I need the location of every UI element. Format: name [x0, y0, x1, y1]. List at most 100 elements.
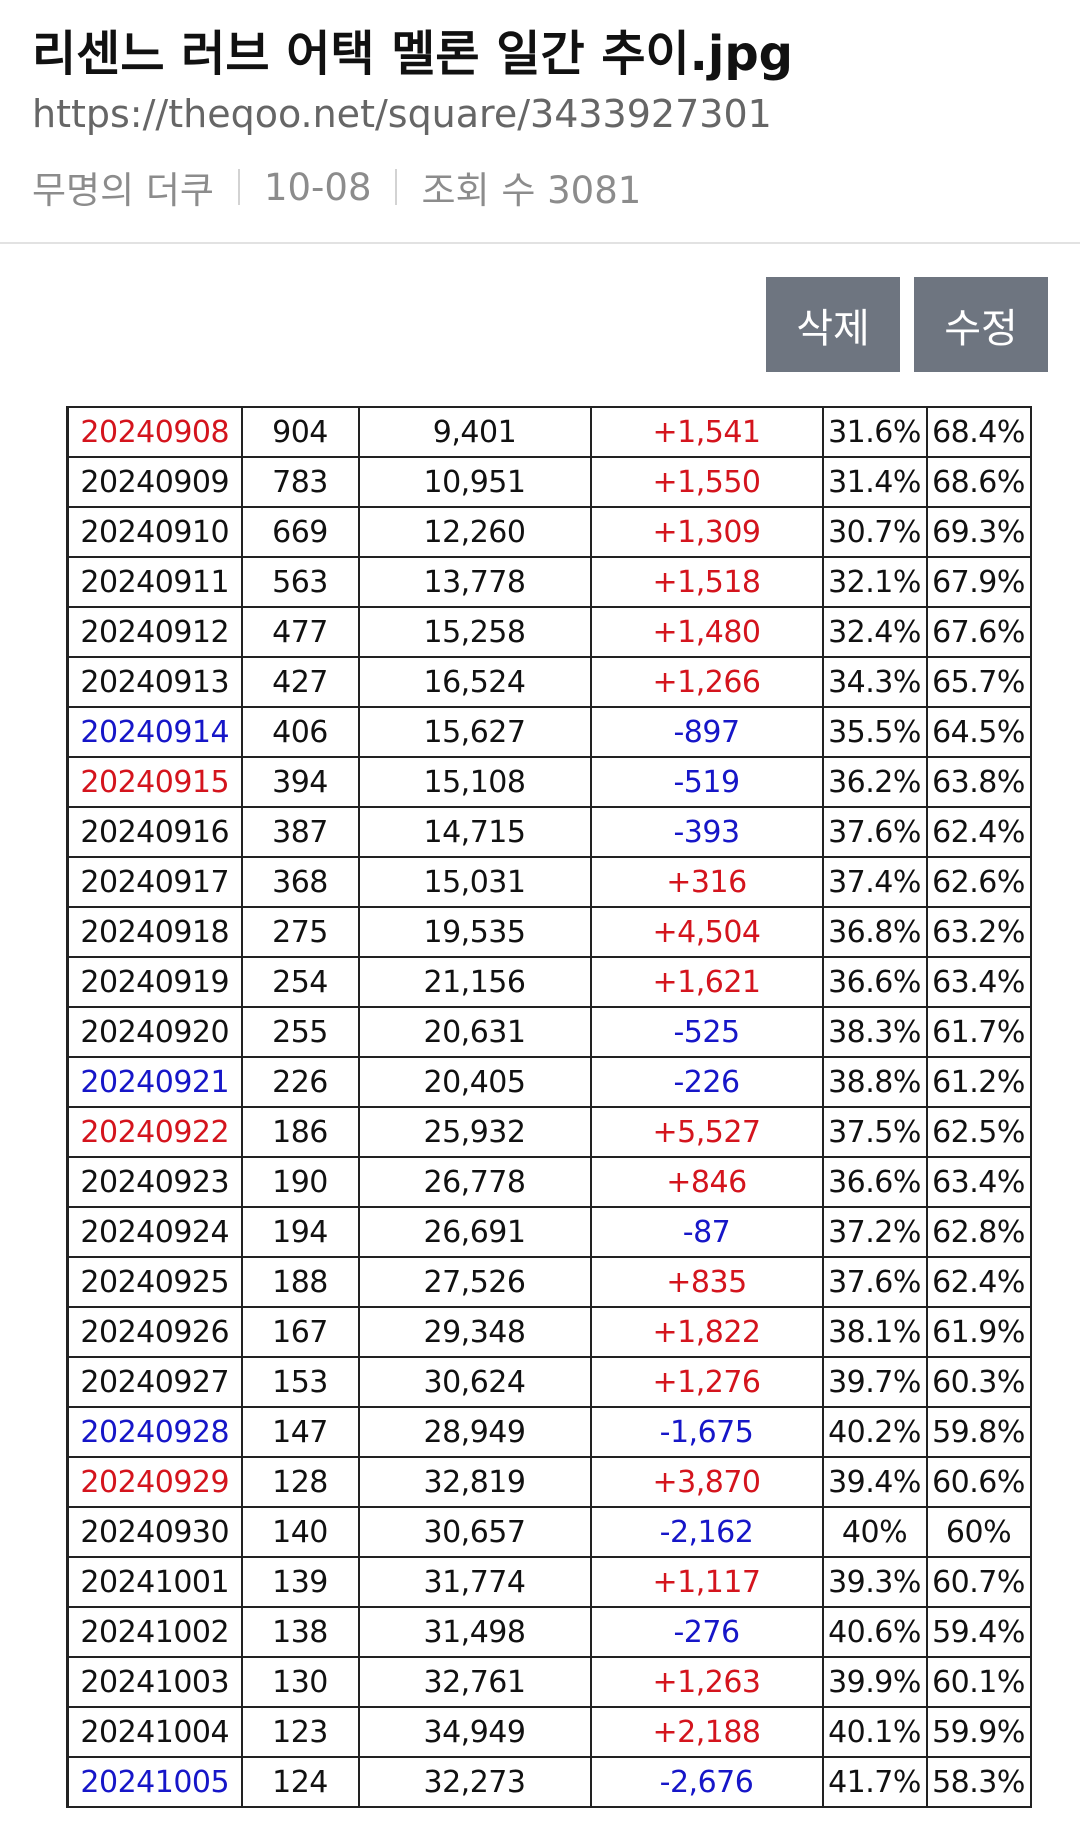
listeners-cell: 21,156	[357, 956, 592, 1008]
percent-a-cell: 39.9%	[821, 1656, 928, 1708]
percent-a-cell: 31.4%	[821, 456, 928, 508]
table-row: 20240928 147 28,949 -1,675 40.2% 59.8%	[66, 1406, 1032, 1458]
percent-a-cell: 37.2%	[821, 1206, 928, 1258]
percent-a-cell: 37.6%	[821, 1256, 928, 1308]
rank-cell: 186	[240, 1106, 360, 1158]
percent-a-cell: 34.3%	[821, 656, 928, 708]
percent-a-cell: 35.5%	[821, 706, 928, 758]
percent-a-cell: 39.3%	[821, 1556, 928, 1608]
date-cell: 20240927	[66, 1356, 243, 1408]
percent-b-cell: 62.8%	[925, 1206, 1032, 1258]
daily-trend-table: 20240908 904 9,401 +1,541 31.6% 68.4% 20240909…	[66, 406, 1032, 1808]
table-row: 20240908 904 9,401 +1,541 31.6% 68.4%	[66, 406, 1032, 458]
rank-cell: 783	[240, 456, 360, 508]
post-author: 무명의 더쿠	[32, 169, 214, 212]
table-row: 20240916 387 14,715 -393 37.6% 62.4%	[66, 806, 1032, 858]
meta-divider	[237, 169, 240, 205]
change-cell: +1,266	[589, 656, 824, 708]
percent-a-cell: 36.8%	[821, 906, 928, 958]
percent-b-cell: 67.6%	[925, 606, 1032, 658]
rank-cell: 194	[240, 1206, 360, 1258]
percent-b-cell: 68.6%	[925, 456, 1032, 508]
table-row: 20240926 167 29,348 +1,822 38.1% 61.9%	[66, 1306, 1032, 1358]
listeners-cell: 34,949	[357, 1706, 592, 1758]
listeners-cell: 15,108	[357, 756, 592, 808]
rank-cell: 188	[240, 1256, 360, 1308]
post-header: 리센느 러브 어택 멜론 일간 추이.jpg https://theqoo.ne…	[0, 0, 1080, 244]
percent-b-cell: 61.7%	[925, 1006, 1032, 1058]
listeners-cell: 27,526	[357, 1256, 592, 1308]
post-url-link[interactable]: https://theqoo.net/square/3433927301	[32, 92, 772, 136]
date-cell: 20240916	[66, 806, 243, 858]
change-cell: -276	[589, 1606, 824, 1658]
delete-button[interactable]: 삭제	[766, 277, 900, 372]
change-cell: +1,550	[589, 456, 824, 508]
table-row: 20240925 188 27,526 +835 37.6% 62.4%	[66, 1256, 1032, 1308]
listeners-cell: 15,258	[357, 606, 592, 658]
rank-cell: 254	[240, 956, 360, 1008]
edit-button[interactable]: 수정	[914, 277, 1048, 372]
rank-cell: 669	[240, 506, 360, 558]
table-body: 20240908 904 9,401 +1,541 31.6% 68.4% 20240909…	[66, 406, 1032, 1808]
table-row: 20241003 130 32,761 +1,263 39.9% 60.1%	[66, 1656, 1032, 1708]
change-cell: +2,188	[589, 1706, 824, 1758]
table-row: 20240920 255 20,631 -525 38.3% 61.7%	[66, 1006, 1032, 1058]
date-cell: 20240909	[66, 456, 243, 508]
date-cell: 20241001	[66, 1556, 243, 1608]
rank-cell: 139	[240, 1556, 360, 1608]
listeners-cell: 31,498	[357, 1606, 592, 1658]
percent-b-cell: 63.4%	[925, 956, 1032, 1008]
table-row: 20240929 128 32,819 +3,870 39.4% 60.6%	[66, 1456, 1032, 1508]
date-cell: 20240930	[66, 1506, 243, 1558]
table-row: 20240917 368 15,031 +316 37.4% 62.6%	[66, 856, 1032, 908]
change-cell: +1,480	[589, 606, 824, 658]
change-cell: -519	[589, 756, 824, 808]
percent-b-cell: 62.4%	[925, 806, 1032, 858]
percent-b-cell: 63.4%	[925, 1156, 1032, 1208]
percent-b-cell: 60.3%	[925, 1356, 1032, 1408]
date-cell: 20240919	[66, 956, 243, 1008]
table-row: 20240919 254 21,156 +1,621 36.6% 63.4%	[66, 956, 1032, 1008]
listeners-cell: 31,774	[357, 1556, 592, 1608]
table-row: 20240921 226 20,405 -226 38.8% 61.2%	[66, 1056, 1032, 1108]
table-row: 20240922 186 25,932 +5,527 37.5% 62.5%	[66, 1106, 1032, 1158]
listeners-cell: 29,348	[357, 1306, 592, 1358]
percent-b-cell: 60.1%	[925, 1656, 1032, 1708]
date-cell: 20240922	[66, 1106, 243, 1158]
change-cell: -393	[589, 806, 824, 858]
change-cell: +1,621	[589, 956, 824, 1008]
change-cell: +1,263	[589, 1656, 824, 1708]
listeners-cell: 12,260	[357, 506, 592, 558]
date-cell: 20240914	[66, 706, 243, 758]
percent-b-cell: 59.8%	[925, 1406, 1032, 1458]
listeners-cell: 28,949	[357, 1406, 592, 1458]
percent-b-cell: 63.8%	[925, 756, 1032, 808]
listeners-cell: 26,778	[357, 1156, 592, 1208]
percent-a-cell: 31.6%	[821, 406, 928, 458]
date-cell: 20241003	[66, 1656, 243, 1708]
change-cell: +5,527	[589, 1106, 824, 1158]
rank-cell: 275	[240, 906, 360, 958]
percent-a-cell: 40%	[821, 1506, 928, 1558]
date-cell: 20240926	[66, 1306, 243, 1358]
table-row: 20240930 140 30,657 -2,162 40% 60%	[66, 1506, 1032, 1558]
percent-b-cell: 63.2%	[925, 906, 1032, 958]
date-cell: 20240908	[66, 406, 243, 458]
rank-cell: 255	[240, 1006, 360, 1058]
change-cell: +835	[589, 1256, 824, 1308]
percent-a-cell: 40.2%	[821, 1406, 928, 1458]
table-row: 20241004 123 34,949 +2,188 40.1% 59.9%	[66, 1706, 1032, 1758]
percent-a-cell: 32.4%	[821, 606, 928, 658]
percent-a-cell: 39.7%	[821, 1356, 928, 1408]
percent-b-cell: 58.3%	[925, 1756, 1032, 1808]
percent-b-cell: 62.5%	[925, 1106, 1032, 1158]
change-cell: +316	[589, 856, 824, 908]
table-row: 20240918 275 19,535 +4,504 36.8% 63.2%	[66, 906, 1032, 958]
date-cell: 20240923	[66, 1156, 243, 1208]
table-row: 20240912 477 15,258 +1,480 32.4% 67.6%	[66, 606, 1032, 658]
listeners-cell: 13,778	[357, 556, 592, 608]
date-cell: 20241005	[66, 1756, 243, 1808]
change-cell: -226	[589, 1056, 824, 1108]
rank-cell: 124	[240, 1756, 360, 1808]
rank-cell: 140	[240, 1506, 360, 1558]
